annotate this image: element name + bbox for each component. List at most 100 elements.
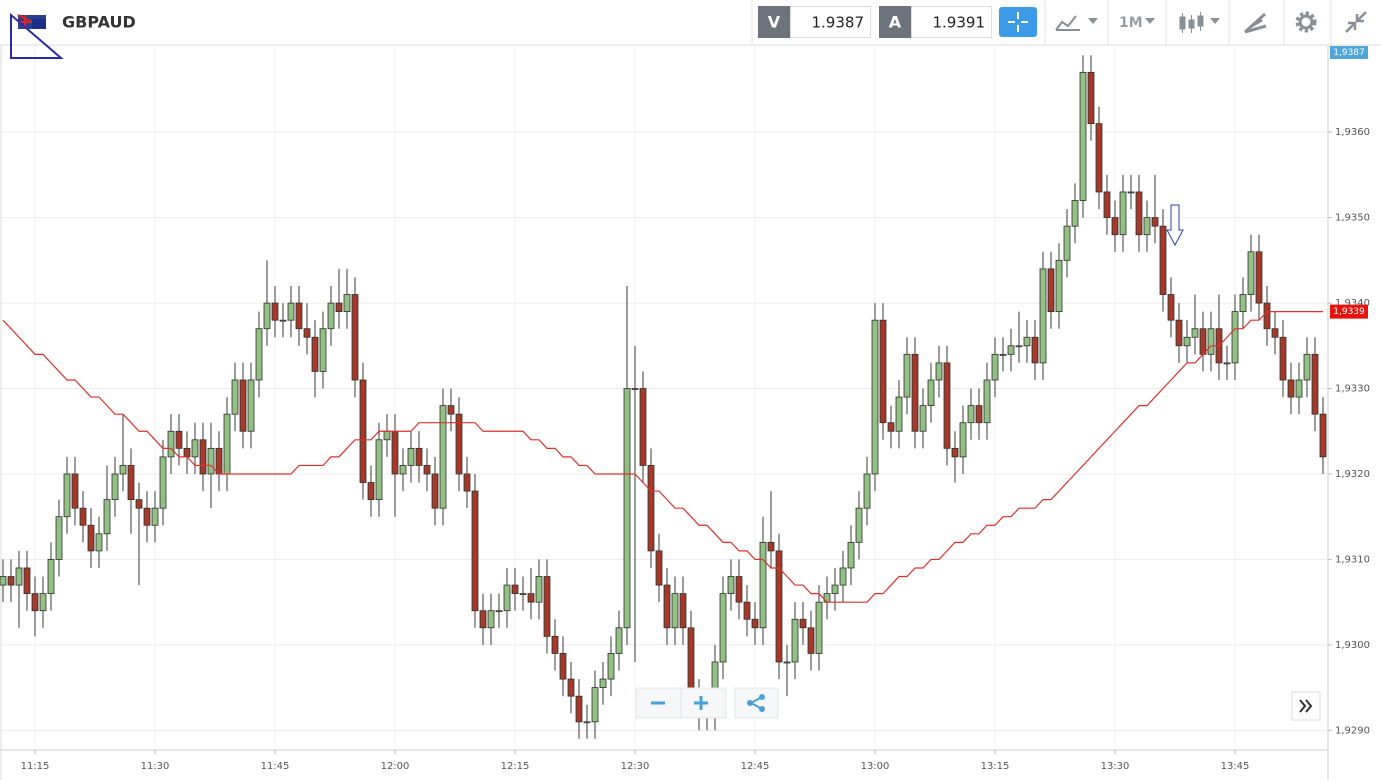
y-tick-label: 1,9320 [1335,469,1370,480]
candle-body [903,353,911,398]
arrow-marker [1166,204,1184,247]
candle-body [599,678,607,689]
candle-body [239,379,247,432]
collapse-icon[interactable] [1345,11,1367,33]
candle-body [511,584,519,595]
candle-body [991,353,999,381]
share-button[interactable] [734,687,779,719]
zoom-in[interactable] [694,696,708,710]
candle-body [543,576,551,637]
candle-body [87,524,95,552]
candle-body [559,653,567,680]
candle-body [279,319,287,322]
candle-body [815,601,823,654]
candle-body [455,413,463,475]
candle-body [1263,302,1271,330]
candle-body [959,422,967,458]
candle-body [823,593,831,603]
candle-body [359,379,367,483]
ask-box [911,6,992,38]
candle-body [1207,328,1215,355]
candle-body [375,439,383,501]
candle-body [575,695,583,723]
ma-price-tag [1330,304,1368,319]
candle-body [335,302,343,313]
ask-button[interactable] [879,6,911,38]
candle-body [1239,294,1247,313]
symbol: GBPAUD [62,13,136,32]
caret [1210,18,1220,24]
candle-body [447,405,455,415]
candle-body [487,610,495,629]
candle-body [119,465,127,475]
candle-body [1063,225,1071,261]
ask-price: 1.9391 [933,14,986,32]
bid-price-label: 1,9387 [1333,48,1365,58]
caret [1145,18,1155,24]
candle-body [951,447,959,458]
plot-area: 1,92901,93001,93101,93201,93301,93401,93… [0,45,1370,772]
x-tick-label: 13:00 [861,761,890,772]
settings-icon[interactable] [1295,11,1317,33]
candle-body [63,473,71,518]
candle-body [887,422,895,432]
candle-body [863,473,871,509]
candle-body [495,610,503,613]
candle-body [1311,353,1319,415]
x-tick-label: 11:45 [261,761,290,772]
candle-body [0,576,7,586]
candle-body [719,593,727,663]
zoom-controls [635,687,1321,721]
bid-box [790,6,871,38]
crosshair-button[interactable] [999,7,1037,37]
candle-body [919,405,927,432]
x-tick-label: 12:15 [501,761,530,772]
candle-body [567,678,575,697]
candle-body [7,576,15,586]
candle-body [79,507,87,526]
y-tick-label: 1,9290 [1335,725,1370,736]
candle-body [1247,251,1255,295]
candle-body [1279,336,1287,381]
candle-body [1159,225,1167,295]
candles-icon[interactable] [1179,12,1204,33]
candle-body [351,294,359,381]
candle-body [71,473,79,509]
candle-body [31,593,39,612]
candle-body [431,473,439,509]
candle-body [775,550,783,663]
candle-body [743,601,751,620]
chart-type-icon[interactable] [1055,15,1080,31]
candle-body [1255,251,1263,304]
candle-body [631,388,639,390]
candle-body [927,379,935,407]
candle-body [999,353,1007,356]
candle-body [439,405,447,509]
draw-icon[interactable] [1243,12,1267,34]
candle-body [423,465,431,475]
candle-body [855,507,863,543]
candle-body [1023,336,1031,347]
ma-price-label: 1,9339 [1333,307,1365,317]
scroll-end-button[interactable] [1291,691,1321,721]
candle-body [639,388,647,466]
candle-body [967,405,975,424]
candle-body [135,499,143,509]
candle-body [471,490,479,612]
timeframe[interactable]: 1M [1119,15,1143,31]
bid-button[interactable] [758,6,790,38]
candle-body [1319,413,1327,458]
candle-body [1143,217,1151,236]
candle-body [399,465,407,475]
candle-body [223,413,231,475]
candle-body [519,593,527,596]
candle-body [327,302,335,330]
candle-body [271,302,279,321]
candle-body [159,456,167,509]
candle-body [207,447,215,475]
candle-body [295,302,303,330]
bid-price-tag [1330,46,1368,59]
candle-body [103,499,111,535]
candle-body [975,405,983,424]
